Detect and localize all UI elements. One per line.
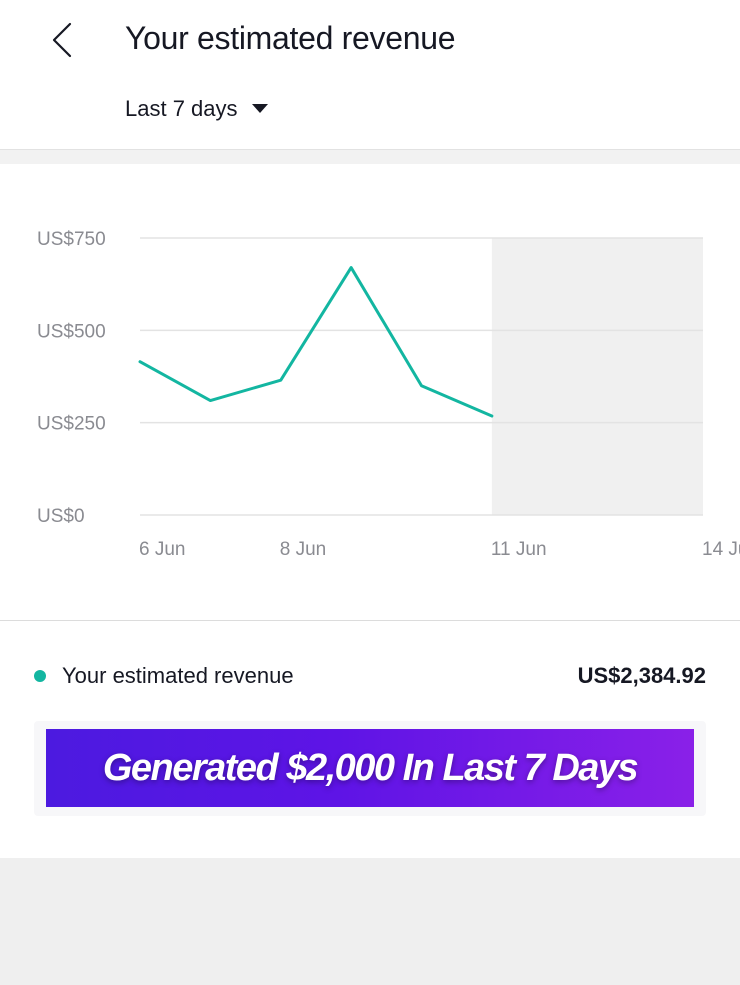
date-range-dropdown[interactable]: Last 7 days xyxy=(125,94,268,124)
back-button[interactable] xyxy=(40,18,84,62)
y-tick-label: US$750 xyxy=(37,229,106,250)
promo-container: Generated $2,000 In Last 7 Days xyxy=(34,721,706,816)
header: Your estimated revenue Last 7 days xyxy=(0,0,740,150)
x-tick-label: 8 Jun xyxy=(280,539,326,560)
x-tick-label: 11 Jun xyxy=(491,539,547,560)
chevron-left-icon xyxy=(52,22,72,58)
promo-banner: Generated $2,000 In Last 7 Days xyxy=(46,729,694,807)
x-tick-label: 14 Jun xyxy=(702,539,740,560)
y-tick-label: US$500 xyxy=(37,321,106,342)
y-tick-label: US$250 xyxy=(37,414,106,435)
legend-label: Your estimated revenue xyxy=(62,663,294,688)
revenue-line-chart: US$750 US$500 US$250 US$0 6 Jun 8 Jun 11 Jun 14… xyxy=(37,229,740,560)
revenue-legend-row: Your estimated revenue US$2,384.92 xyxy=(34,661,706,691)
x-tick-label: 6 Jun xyxy=(139,539,185,560)
section-divider xyxy=(0,150,740,164)
page-title: Your estimated revenue xyxy=(125,20,456,56)
date-range-value: Last 7 days xyxy=(125,96,238,121)
summary-card: Your estimated revenue US$2,384.92 Gener… xyxy=(0,621,740,858)
caret-down-icon xyxy=(251,104,268,113)
total-revenue-value: US$2,384.92 xyxy=(577,663,706,688)
revenue-chart-card: US$750 US$500 US$250 US$0 6 Jun 8 Jun 11 Jun 14… xyxy=(0,164,740,621)
future-range-shade xyxy=(491,238,703,515)
y-tick-label: US$0 xyxy=(37,506,85,527)
promo-text: Generated $2,000 In Last 7 Days xyxy=(102,746,639,789)
revenue-series-line xyxy=(138,266,494,418)
legend-dot xyxy=(34,670,46,682)
